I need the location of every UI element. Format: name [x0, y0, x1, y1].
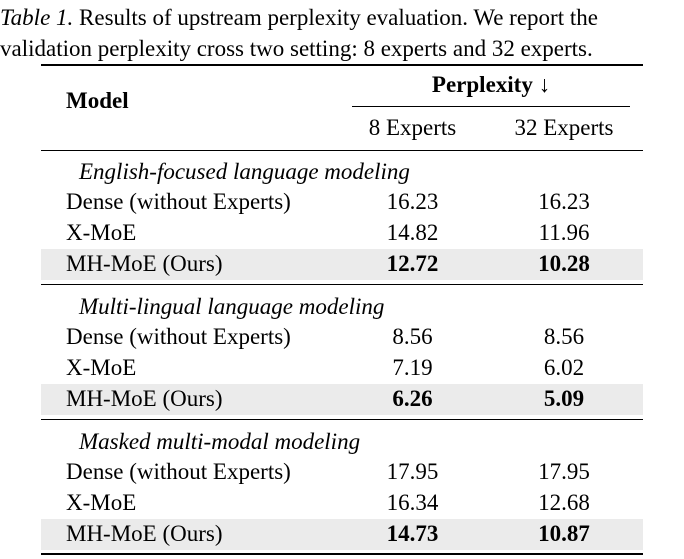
table-cell-32: 8.56: [543, 324, 585, 349]
top-rule: [41, 64, 643, 66]
table-cell-32-best: 10.28: [538, 251, 590, 276]
section-title-multilingual: Multi-lingual language modeling: [79, 294, 385, 319]
table-cell-8-best: 14.73: [386, 521, 439, 546]
table-cell-32: 16.23: [538, 189, 590, 214]
highlight-row-1: [41, 249, 643, 280]
table-cell-8: 8.56: [392, 324, 433, 349]
caption-line-1: Table 1. Results of upstream perplexity …: [0, 2, 684, 33]
table-row-model: Dense (without Experts): [66, 324, 291, 349]
table-row-model: MH-MoE (Ours): [66, 251, 223, 276]
header-rule: [41, 150, 643, 151]
table-cell-8: 7.19: [392, 355, 433, 380]
caption-line-2: validation perplexity cross two setting:…: [0, 36, 593, 61]
table-row-model: X-MoE: [66, 355, 137, 380]
table-cell-8: 16.34: [386, 490, 439, 515]
header-32-experts: 32 Experts: [514, 115, 614, 140]
bottom-rule: [41, 553, 643, 555]
table-row-model: MH-MoE (Ours): [66, 386, 223, 411]
caption-label: Table 1.: [0, 5, 74, 30]
highlight-row-3: [41, 519, 643, 550]
caption-text-1: Results of upstream perplexity evaluatio…: [73, 5, 598, 30]
table-cell-8: 17.95: [386, 459, 439, 484]
table-cell-32: 17.95: [538, 459, 590, 484]
table-cell-8: 14.82: [386, 220, 439, 245]
table-cell-32: 12.68: [538, 490, 590, 515]
table-cell-8: 16.23: [386, 189, 439, 214]
table-cell-32-best: 10.87: [538, 521, 590, 546]
table-row-model: MH-MoE (Ours): [66, 521, 223, 546]
table-cell-32: 6.02: [543, 355, 585, 380]
table-cell-8-best: 12.72: [386, 251, 439, 276]
section-title-english: English-focused language modeling: [79, 159, 410, 184]
table-cell-32-best: 5.09: [543, 386, 585, 411]
table-row-model: X-MoE: [66, 490, 137, 515]
table-cell-8-best: 6.26: [392, 386, 433, 411]
header-perplexity: Perplexity ↓: [431, 72, 551, 97]
table-caption: Table 1. Results of upstream perplexity …: [0, 2, 684, 64]
table-row-model: X-MoE: [66, 220, 137, 245]
header-model: Model: [66, 88, 129, 113]
section-rule-1: [41, 284, 643, 285]
table-row-model: Dense (without Experts): [66, 459, 291, 484]
section-title-multimodal: Masked multi-modal modeling: [79, 429, 361, 454]
section-rule-2: [41, 419, 643, 420]
perplexity-underline: [352, 106, 630, 107]
table-cell-32: 11.96: [538, 220, 590, 245]
highlight-row-2: [41, 384, 643, 415]
header-8-experts: 8 Experts: [368, 115, 457, 140]
table-row-model: Dense (without Experts): [66, 189, 291, 214]
